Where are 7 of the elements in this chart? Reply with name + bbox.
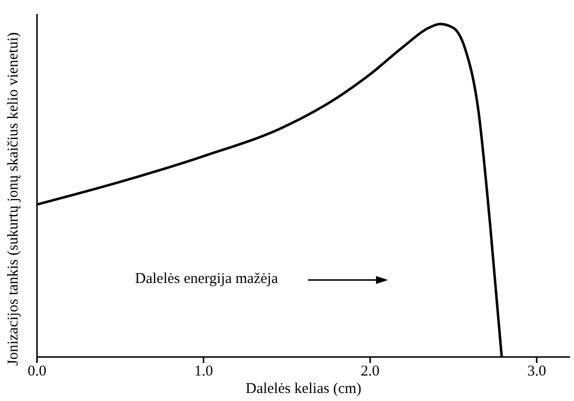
x-tick-label: 2.0 — [360, 364, 380, 380]
x-tick-label: 3.0 — [527, 364, 546, 380]
annotation: Dalelės energija mažėja — [135, 271, 278, 288]
x-axis-title: Dalelės kelias (cm) — [246, 381, 362, 397]
x-tick-label: 0.0 — [28, 364, 46, 380]
y-axis-title: Jonizacijos tankis (sukurtų jonų skaičius kelio vienetui) — [5, 32, 22, 366]
x-tick-label: 1.0 — [194, 364, 213, 380]
